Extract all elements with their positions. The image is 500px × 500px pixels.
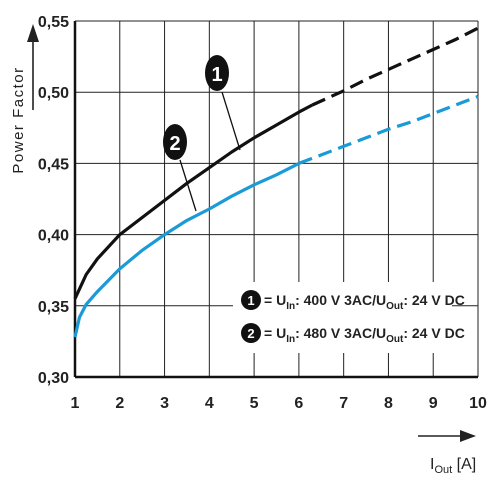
x-axis-title-main: I [430,456,434,473]
y-tick-label-4: 0,50 [38,85,69,102]
x-tick-label-3: 3 [160,395,169,412]
x-tick-label-1: 1 [71,395,80,412]
x-axis-arrow [418,430,476,442]
x-tick-label-2: 2 [115,395,124,412]
curve-2-marker-label: 2 [169,133,180,155]
legend-entry-2: 2 = UIn: 480 V 3AC/UOut: 24 V DC [241,323,465,345]
series-1-dashed-line [311,26,479,107]
curve-2-callout: 2 [163,124,197,212]
x-axis-title-unit: [A] [452,456,476,473]
x-axis-title-sub: Out [434,464,452,476]
curve-1-marker-label: 1 [211,64,222,86]
x-axis-title: IOut [A] [430,456,476,476]
legend-marker-2-label: 2 [247,326,254,341]
curve-1-leader-line [221,91,241,151]
legend-marker-1 [241,290,261,310]
curve-1-callout: 1 [205,55,241,151]
legend-background [233,282,452,353]
y-tick-label-5: 0,55 [38,14,69,31]
legend-label-1: = UIn: 400 V 3AC/UOut: 24 V DC [264,292,465,312]
grid [73,20,479,379]
curve-2-marker [163,124,187,160]
legend-entry-1: 1 = UIn: 400 V 3AC/UOut: 24 V DC [241,290,465,312]
y-axis-title: Power Factor [10,66,27,173]
series-lines [73,26,479,338]
tick-labels: 1 2 3 4 5 6 7 8 9 10 0,30 0,35 0,40 0,45 0,50 0,55 [38,14,487,412]
legend-label-2: = UIn: 480 V 3AC/UOut: 24 V DC [264,325,465,345]
legend-marker-2 [241,323,261,343]
x-tick-label-4: 4 [205,395,214,412]
x-tick-label-6: 6 [294,395,303,412]
x-tick-label-8: 8 [384,395,393,412]
series-2-dashed-line [298,95,479,165]
x-tick-label-5: 5 [250,395,259,412]
y-axis-arrow [27,24,39,110]
y-tick-label-1: 0,35 [38,299,69,316]
x-tick-label-10: 10 [469,395,487,412]
y-tick-label-3: 0,45 [38,156,69,173]
legend: 1 = UIn: 400 V 3AC/UOut: 24 V DC 2 = UIn… [233,282,465,353]
x-tick-label-7: 7 [339,395,348,412]
y-tick-label-2: 0,40 [38,228,69,245]
curve-2-leader-line [179,159,197,212]
x-tick-label-9: 9 [429,395,438,412]
series-2-solid-line [73,161,300,338]
curve-1-marker [205,55,229,91]
legend-marker-1-label: 1 [247,293,254,308]
y-tick-label-0: 0,30 [38,370,69,387]
